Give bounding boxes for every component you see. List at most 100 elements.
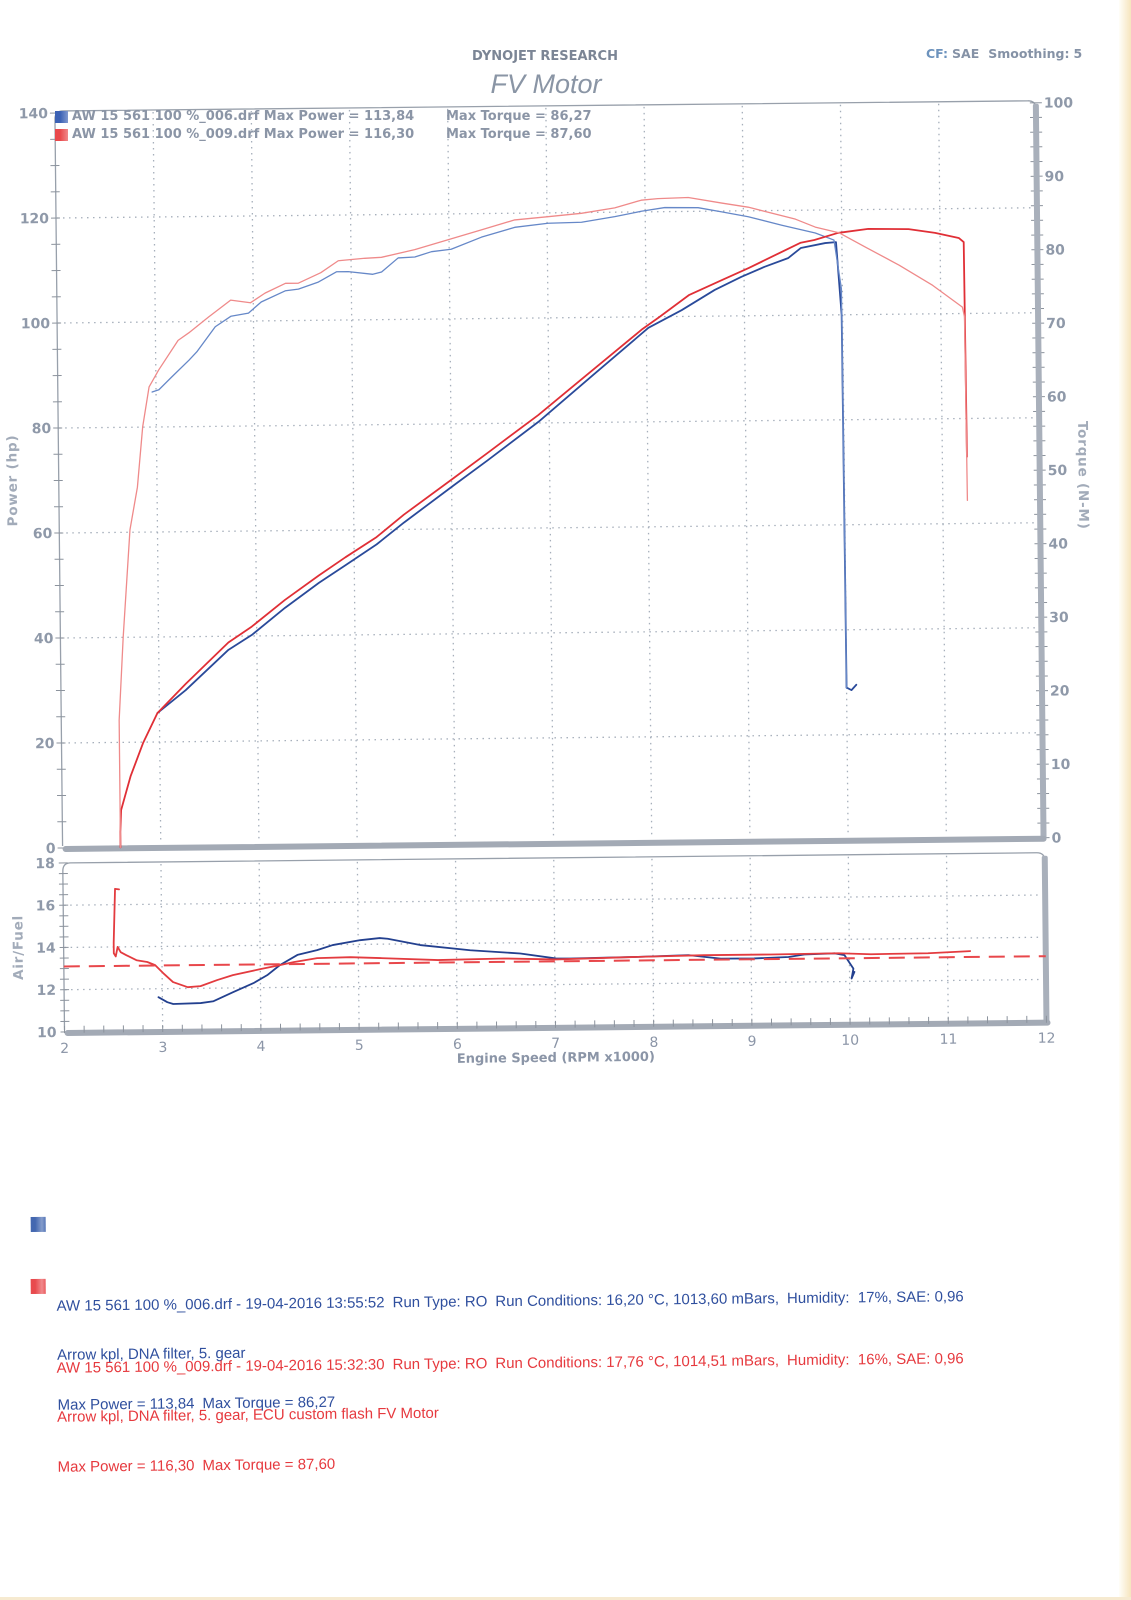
grid-line-horizontal xyxy=(64,936,1043,949)
grid-line-vertical xyxy=(250,110,260,843)
y2-tick-label: 50 xyxy=(1048,463,1068,479)
y-tick-label: 60 xyxy=(33,526,53,542)
run-humidity-sae: Humidity: 16%, SAE: 0,96 xyxy=(786,1349,964,1369)
grid-line-vertical xyxy=(553,859,557,1024)
y-tick-label: 80 xyxy=(32,421,52,437)
right-axis-bar xyxy=(1041,855,1050,1024)
run-max-power: Max Power = 116,30 xyxy=(57,1456,195,1476)
y2-tick-label: 30 xyxy=(1049,610,1069,626)
y-tick-label: 18 xyxy=(35,856,55,872)
legend-max-power: Max Power = 116,30 xyxy=(263,127,415,142)
run-summary-009: AW 15 561 100 %_009.drf - 19-04-2016 15:… xyxy=(30,1268,1034,1542)
power-torque-plot: 0 20 40 60 80 100 120 140 0 10 20 30 40 50 60 70 80 90 100… xyxy=(4,95,1091,857)
y2-tick-label: 70 xyxy=(1046,316,1066,332)
y2-tick-label: 0 xyxy=(1051,831,1061,847)
y2-tick-label: 100 xyxy=(1044,95,1074,111)
target-afr-line xyxy=(63,955,1046,968)
grid-line-horizontal xyxy=(64,894,1043,906)
cf-value: SAE xyxy=(952,46,980,61)
y-axis-title: Air/Fuel xyxy=(10,915,27,980)
y-tick-label: 40 xyxy=(34,631,54,647)
right-axis-bar xyxy=(1032,103,1047,840)
plot-legend: AW 15 561 100 %_006.drf Max Power = 113,8… xyxy=(55,108,615,144)
legend-row-run-009: AW 15 561 100 %_009.drf Max Power = 116,3… xyxy=(55,126,615,144)
run-notes: Arrow kpl, DNA filter, 5. gear, ECU cust… xyxy=(56,1404,439,1426)
air-fuel-plot: 10 12 14 16 18 2 3 4 5 6 7 8 9 10 11 12 Air/Fuel Engine S… xyxy=(10,852,1056,1067)
grid-line-vertical xyxy=(847,856,851,1021)
y2-tick-label: 80 xyxy=(1045,242,1065,258)
grid-line-vertical xyxy=(447,108,456,841)
grid-line-horizontal xyxy=(56,207,1033,219)
grid-line-vertical xyxy=(545,107,555,840)
y-tick-label: 100 xyxy=(21,316,51,332)
grid-line-horizontal xyxy=(58,312,1035,324)
x-tick-label: 11 xyxy=(939,1032,957,1048)
smoothing-value: 5 xyxy=(1073,46,1083,61)
grid-line-horizontal xyxy=(65,978,1044,991)
x-tick-label: 6 xyxy=(453,1037,462,1053)
legend-file-name: AW 15 561 100 %_009.drf xyxy=(72,127,260,142)
bottom-axis-bar xyxy=(64,1019,1051,1036)
series-line-3 xyxy=(118,196,969,849)
y2-tick-label: 90 xyxy=(1045,169,1065,185)
legend-file-label: AW 15 561 100 %_006.drf Max Power = 113,8… xyxy=(72,108,414,126)
run-009-color-swatch xyxy=(30,1278,46,1295)
smoothing-label: Smoothing: xyxy=(988,46,1070,61)
y-axis-title: Power (hp) xyxy=(4,435,21,527)
x-tick-label: 9 xyxy=(748,1034,757,1050)
paper-edge-right xyxy=(1119,0,1131,1600)
series-line-0 xyxy=(156,241,858,714)
x-tick-label: 8 xyxy=(649,1035,658,1051)
y-tick-label: 16 xyxy=(36,898,56,914)
run-006-color-swatch xyxy=(55,111,68,123)
x-tick-label: 3 xyxy=(158,1040,167,1056)
series-line-2 xyxy=(119,228,968,849)
grid-line-vertical xyxy=(348,109,358,842)
grid-line-vertical xyxy=(938,103,947,836)
run-max-torque: Max Torque = 87,60 xyxy=(202,1455,336,1474)
grid-line-horizontal xyxy=(60,522,1037,534)
bottom-axis-bar xyxy=(62,835,1047,852)
y2-tick-label: 40 xyxy=(1048,536,1068,552)
y2-axis-title: Torque (N-M) xyxy=(1074,421,1091,530)
run-file-datetime: AW 15 561 100 %_009.drf - 19-04-2016 15:… xyxy=(56,1355,385,1377)
paper-edge-bottom xyxy=(0,1597,1131,1600)
legend-max-power: Max Power = 113,84 xyxy=(263,109,415,124)
brand-title: DYNOJET RESEARCH xyxy=(472,49,618,64)
x-tick-label: 10 xyxy=(841,1033,859,1049)
grid-line-vertical xyxy=(152,111,162,844)
legend-max-torque: Max Torque = 86,27 xyxy=(446,109,592,124)
legend-max-torque: Max Torque = 87,60 xyxy=(446,127,592,142)
grid-line-horizontal xyxy=(62,732,1039,744)
y2-tick-label: 20 xyxy=(1050,683,1070,699)
y-tick-label: 10 xyxy=(37,1025,57,1041)
y-tick-label: 120 xyxy=(20,211,50,227)
cf-label: CF: xyxy=(926,46,949,61)
legend-file-label: AW 15 561 100 %_009.drf Max Power = 116,3… xyxy=(72,126,414,144)
correction-settings: CF: SAE Smoothing: 5 xyxy=(926,46,1086,61)
x-axis-title: Engine Speed (RPM x1000) xyxy=(457,1050,655,1067)
series-line-1 xyxy=(151,206,848,690)
grid-line-horizontal xyxy=(59,417,1036,429)
y-tick-label: 0 xyxy=(46,841,56,857)
y-tick-label: 20 xyxy=(35,736,55,752)
x-tick-label: 7 xyxy=(551,1036,560,1052)
run-header-line: AW 15 561 100 %_009.drf - 19-04-2016 15:… xyxy=(56,1350,1031,1377)
y-tick-label: 12 xyxy=(37,983,57,999)
x-tick-label: 2 xyxy=(60,1041,69,1057)
grid-line-horizontal xyxy=(61,627,1038,639)
grid-line-vertical xyxy=(643,106,653,839)
y-tick-label: 14 xyxy=(36,941,56,957)
x-tick-label: 4 xyxy=(257,1039,266,1055)
grid-line-vertical xyxy=(741,105,751,838)
y-tick-label: 140 xyxy=(19,106,49,122)
run-006-color-swatch xyxy=(30,1216,46,1233)
run-details: AW 15 561 100 %_009.drf - 19-04-2016 15:… xyxy=(56,1317,1033,1509)
report-title: FV Motor xyxy=(490,69,602,99)
run-conditions: Run Conditions: 17,76 °C, 1014,51 mBars, xyxy=(495,1351,780,1372)
legend-row-run-006: AW 15 561 100 %_006.drf Max Power = 113,8… xyxy=(55,108,615,126)
grid-line-vertical xyxy=(258,862,262,1027)
run-009-color-swatch xyxy=(55,129,68,141)
afr-series-line-1 xyxy=(112,887,972,989)
